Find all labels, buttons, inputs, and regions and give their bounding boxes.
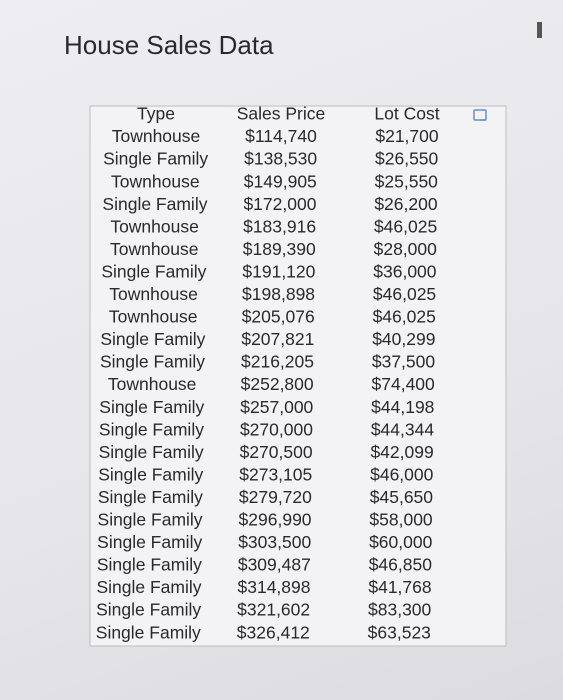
table-cell: $257,000 <box>240 397 313 417</box>
table-cell: Single Family <box>98 464 203 484</box>
table-cell: $46,850 <box>369 555 433 575</box>
column-header: Sales Price <box>237 104 326 124</box>
table-cell: $205,076 <box>242 307 315 327</box>
table-cell: $46,025 <box>374 216 437 236</box>
table-cell: $252,800 <box>241 374 314 394</box>
table-cell: $44,344 <box>371 419 435 439</box>
table-cell: $270,500 <box>240 442 313 462</box>
table-cell: $172,000 <box>243 194 316 214</box>
table-cell: $309,487 <box>238 555 311 575</box>
table-cell: Single Family <box>98 510 203 530</box>
table-cell: $273,105 <box>239 464 312 484</box>
table-cell: Single Family <box>101 261 206 281</box>
table-cell: $114,740 <box>245 126 317 146</box>
table-cell: $26,550 <box>375 149 439 169</box>
table-cell: $63,523 <box>368 622 431 642</box>
table-cell: Single Family <box>102 194 207 214</box>
table-cell: $25,550 <box>375 171 439 191</box>
table-cell: $60,000 <box>369 532 433 552</box>
table-frame <box>89 105 507 647</box>
table-cell: $46,000 <box>370 464 434 484</box>
table-cell: Townhouse <box>112 126 201 146</box>
table-cell: Townhouse <box>111 171 200 191</box>
table-cell: $189,390 <box>243 239 316 259</box>
table-cell: Single Family <box>100 352 205 372</box>
table-cell: $149,905 <box>244 171 317 191</box>
table-cell: $46,025 <box>373 307 436 327</box>
table-cell: Townhouse <box>109 284 198 304</box>
edge-mark <box>537 22 542 38</box>
table-cell: $44,198 <box>371 397 434 417</box>
table-cell: $26,200 <box>374 194 438 214</box>
table-cell: Single Family <box>96 622 201 642</box>
table-cell: $207,821 <box>241 329 314 349</box>
table-cell: $279,720 <box>239 487 312 507</box>
table-cell: $138,530 <box>244 149 317 169</box>
table-cell: $183,916 <box>243 216 316 236</box>
table-cell: $36,000 <box>373 261 437 281</box>
column-header: Lot Cost <box>374 104 439 124</box>
table-cell: $28,000 <box>374 239 438 259</box>
table-cell: $270,000 <box>240 419 313 439</box>
column-header: Type <box>137 104 175 124</box>
table-cell: Townhouse <box>108 374 197 394</box>
table-cell: Townhouse <box>109 307 198 327</box>
table-cell: $46,025 <box>373 284 436 304</box>
table-cell: $42,099 <box>370 442 433 462</box>
table-cell: Single Family <box>100 329 205 349</box>
table-cell: $326,412 <box>237 622 310 642</box>
table-cell: Single Family <box>99 397 204 417</box>
table-cell: $198,898 <box>242 284 315 304</box>
table-cell: $296,990 <box>239 510 312 530</box>
table-cell: $21,700 <box>375 126 439 146</box>
table-cell: Single Family <box>96 600 201 620</box>
table-cell: Single Family <box>97 532 202 552</box>
table-cell: $321,602 <box>237 600 310 620</box>
table-cell: Single Family <box>98 487 203 507</box>
table-cell: $314,898 <box>238 577 311 597</box>
title: House Sales Data <box>64 30 274 60</box>
table-cell: Single Family <box>97 555 202 575</box>
table-cell: $83,300 <box>368 600 432 620</box>
table-cell: $37,500 <box>372 352 436 372</box>
table-cell: Single Family <box>99 442 204 462</box>
table-cell: $41,768 <box>368 577 431 597</box>
table-cell: $74,400 <box>372 374 436 394</box>
table: Type Sales Price Lot Cost Townhouse $114,740… <box>96 104 440 643</box>
table-cell: $216,205 <box>241 352 314 372</box>
table-cell: Single Family <box>103 149 208 169</box>
table-cell: $45,650 <box>370 487 434 507</box>
table-cell: Townhouse <box>110 216 199 236</box>
table-cell: Single Family <box>99 419 204 439</box>
table-cell: Townhouse <box>110 239 199 259</box>
table-cell: $191,120 <box>242 261 315 281</box>
table-cell: $58,000 <box>369 510 433 530</box>
table-cell: Single Family <box>96 577 201 597</box>
expand-icon <box>473 109 487 121</box>
table-cell: $303,500 <box>238 532 311 552</box>
table-cell: $40,299 <box>372 329 435 349</box>
